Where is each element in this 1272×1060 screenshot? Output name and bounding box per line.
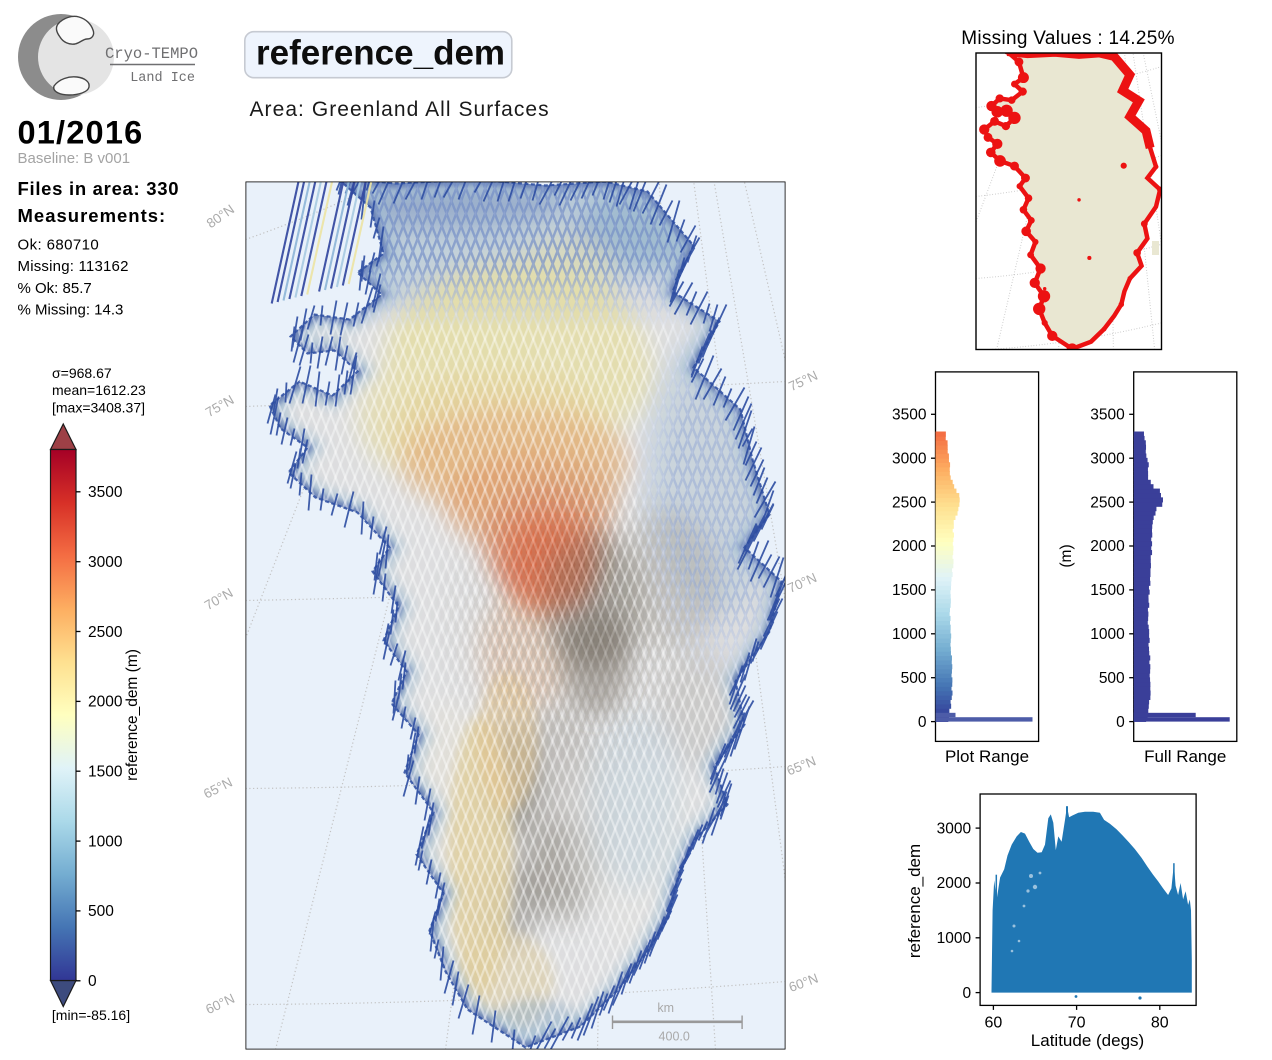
svg-text:1000: 1000 bbox=[88, 833, 123, 850]
svg-text:Latitude (degs): Latitude (degs) bbox=[1031, 1031, 1144, 1050]
svg-text:% Missing: 14.3: % Missing: 14.3 bbox=[18, 302, 124, 319]
svg-text:0: 0 bbox=[1116, 714, 1125, 731]
svg-text:2000: 2000 bbox=[937, 875, 972, 892]
svg-text:Land Ice: Land Ice bbox=[130, 71, 195, 86]
svg-text:3000: 3000 bbox=[937, 820, 972, 837]
svg-text:1500: 1500 bbox=[892, 582, 927, 599]
svg-text:2000: 2000 bbox=[892, 538, 927, 555]
svg-text:1000: 1000 bbox=[937, 930, 972, 947]
svg-text:3000: 3000 bbox=[892, 450, 927, 467]
svg-text:[min=-85.16]: [min=-85.16] bbox=[52, 1007, 130, 1023]
svg-text:Area: Greenland All Surfaces: Area: Greenland All Surfaces bbox=[250, 98, 550, 121]
svg-text:3500: 3500 bbox=[88, 484, 123, 501]
svg-text:σ=968.67: σ=968.67 bbox=[52, 365, 112, 381]
svg-text:2000: 2000 bbox=[88, 694, 123, 711]
svg-text:2500: 2500 bbox=[892, 494, 927, 511]
svg-text:1000: 1000 bbox=[892, 626, 927, 643]
svg-text:80: 80 bbox=[1151, 1014, 1169, 1031]
svg-text:mean=1612.23: mean=1612.23 bbox=[52, 382, 146, 398]
svg-text:Cryo-TEMPO: Cryo-TEMPO bbox=[105, 45, 198, 63]
svg-text:Measurements:: Measurements: bbox=[18, 205, 167, 226]
svg-text:500: 500 bbox=[901, 670, 927, 687]
svg-text:2000: 2000 bbox=[1090, 538, 1125, 555]
svg-text:1500: 1500 bbox=[88, 764, 123, 781]
svg-text:3000: 3000 bbox=[1090, 450, 1125, 467]
svg-text:Plot Range: Plot Range bbox=[945, 747, 1029, 766]
svg-text:3500: 3500 bbox=[892, 407, 927, 424]
svg-text:Missing Values : 14.25%: Missing Values : 14.25% bbox=[961, 28, 1175, 49]
svg-text:500: 500 bbox=[88, 903, 114, 920]
svg-text:reference_dem: reference_dem bbox=[905, 844, 924, 958]
svg-text:Baseline: B v001: Baseline: B v001 bbox=[18, 150, 131, 167]
svg-text:3000: 3000 bbox=[88, 554, 123, 571]
svg-text:Missing: 113162: Missing: 113162 bbox=[18, 258, 129, 275]
svg-text:reference_dem: reference_dem bbox=[256, 34, 505, 73]
svg-text:400.0: 400.0 bbox=[659, 1030, 690, 1044]
svg-text:(m): (m) bbox=[1058, 544, 1075, 567]
svg-text:01/2016: 01/2016 bbox=[18, 115, 144, 151]
svg-text:km: km bbox=[657, 1001, 674, 1015]
svg-text:2500: 2500 bbox=[88, 624, 123, 641]
svg-text:0: 0 bbox=[918, 714, 927, 731]
svg-text:60: 60 bbox=[985, 1014, 1003, 1031]
svg-text:1500: 1500 bbox=[1090, 582, 1125, 599]
svg-text:reference_dem (m): reference_dem (m) bbox=[124, 649, 141, 781]
svg-text:0: 0 bbox=[962, 985, 971, 1002]
svg-text:Files in area: 330: Files in area: 330 bbox=[18, 178, 180, 199]
svg-text:Ok: 680710: Ok: 680710 bbox=[18, 237, 100, 254]
svg-text:[max=3408.37]: [max=3408.37] bbox=[52, 400, 145, 416]
svg-text:% Ok: 85.7: % Ok: 85.7 bbox=[18, 280, 92, 297]
svg-text:500: 500 bbox=[1099, 670, 1125, 687]
svg-text:2500: 2500 bbox=[1090, 494, 1125, 511]
svg-text:Full Range: Full Range bbox=[1144, 747, 1226, 766]
svg-text:0: 0 bbox=[88, 973, 97, 990]
svg-text:3500: 3500 bbox=[1090, 407, 1125, 424]
svg-text:70: 70 bbox=[1068, 1014, 1086, 1031]
svg-text:1000: 1000 bbox=[1090, 626, 1125, 643]
